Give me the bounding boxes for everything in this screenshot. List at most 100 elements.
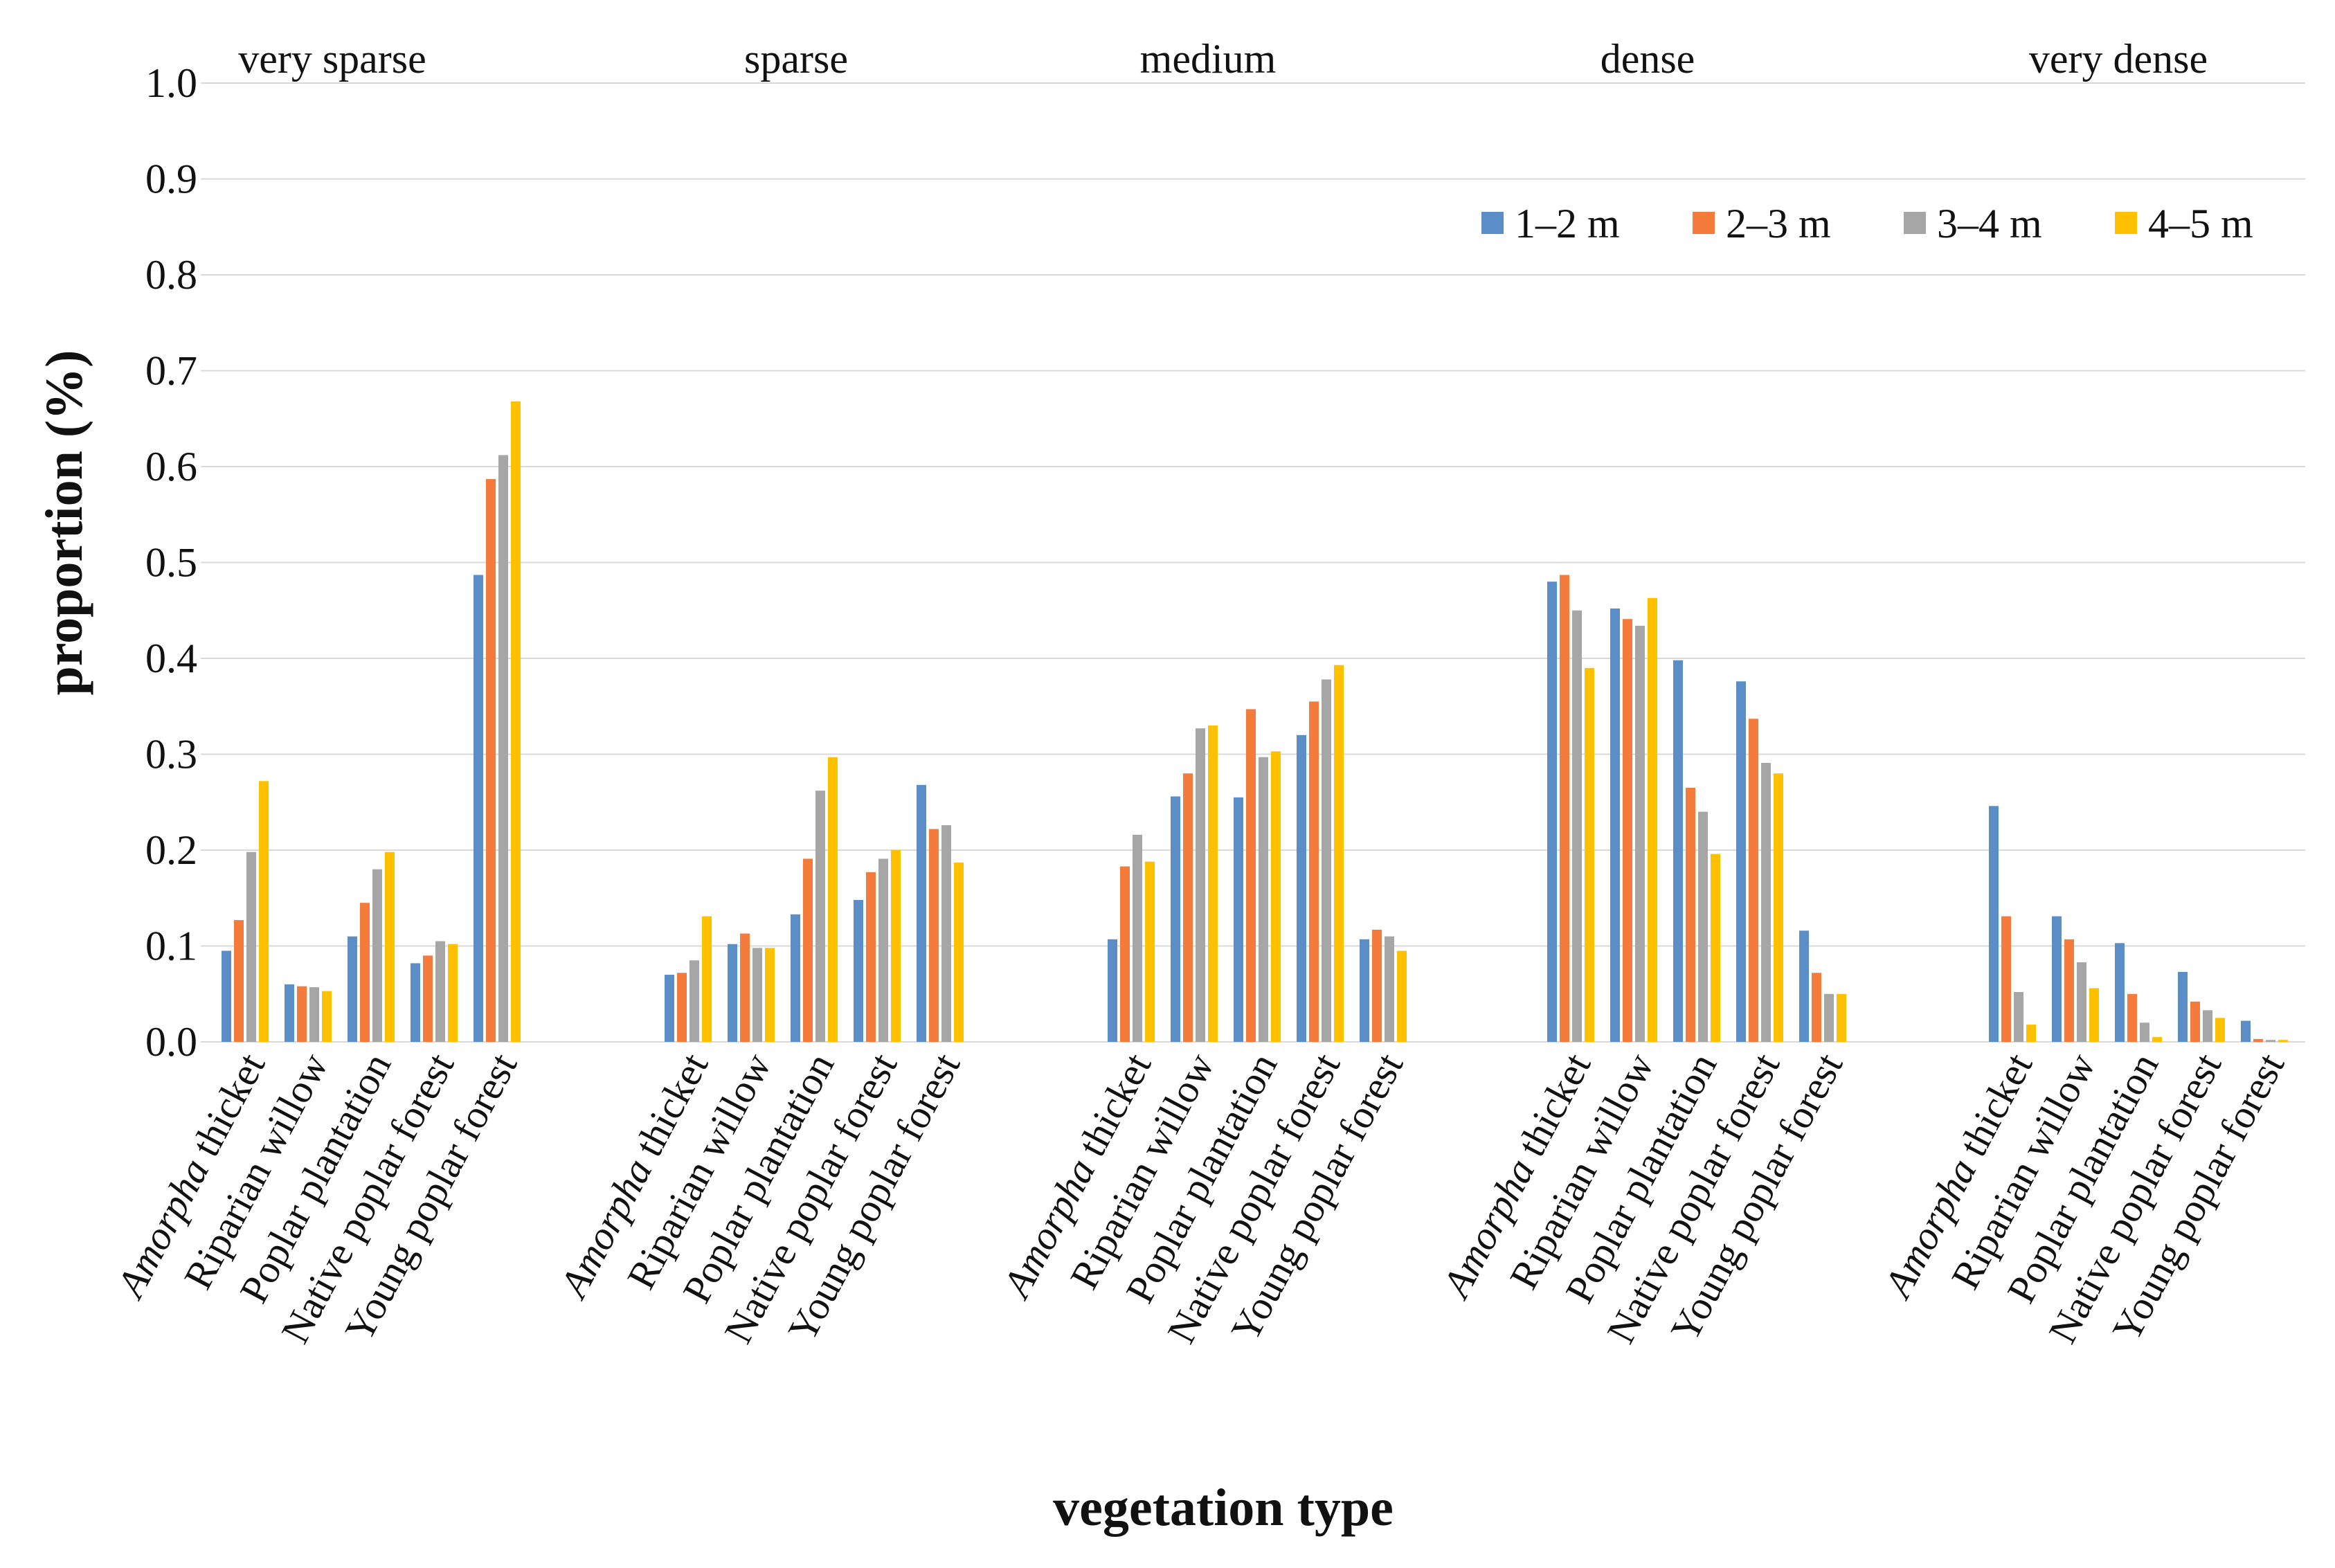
bar	[246, 851, 256, 1042]
y-tick-label: 0.0	[145, 1019, 197, 1065]
x-axis-title: vegetation type	[1053, 1479, 1394, 1537]
y-tick-label: 0.2	[145, 827, 197, 873]
bar	[791, 914, 800, 1042]
bar	[2140, 1022, 2149, 1042]
bar	[1171, 796, 1180, 1042]
bar	[2203, 1010, 2212, 1042]
group-labels: very sparse sparse medium dense very dense	[238, 36, 2208, 82]
legend-swatch	[1481, 212, 1504, 234]
bar	[2152, 1037, 2162, 1042]
bar	[815, 791, 825, 1042]
bar	[486, 479, 496, 1042]
bar	[740, 933, 750, 1042]
bar	[803, 858, 813, 1042]
bar	[1698, 811, 1708, 1042]
bar	[1673, 660, 1683, 1042]
bar	[1547, 582, 1557, 1042]
y-axis-title: proportion (%)	[35, 350, 93, 696]
bar	[1322, 679, 1331, 1042]
bar	[1686, 787, 1695, 1042]
bar	[385, 851, 395, 1042]
y-tick-label: 0.1	[145, 923, 197, 969]
legend-label: 1–2 m	[1515, 201, 1620, 246]
bar	[1837, 993, 1846, 1042]
bar	[2178, 971, 2188, 1042]
bar	[1133, 834, 1142, 1042]
bar	[1360, 939, 1369, 1042]
bar	[2241, 1020, 2251, 1042]
bar	[866, 872, 876, 1042]
bar	[1183, 773, 1193, 1042]
bar	[2266, 1040, 2275, 1042]
bar	[435, 941, 445, 1042]
bar	[1812, 973, 1821, 1042]
bar	[2077, 962, 2086, 1042]
bar	[498, 455, 508, 1042]
bar	[1560, 575, 1569, 1042]
bar	[1989, 806, 1999, 1042]
bar	[1585, 667, 1594, 1042]
bar	[1774, 773, 1783, 1042]
bar	[765, 948, 775, 1042]
bar	[941, 824, 951, 1042]
bar	[728, 944, 737, 1042]
bar	[689, 960, 699, 1042]
group-label: very dense	[2029, 36, 2208, 82]
bar	[854, 900, 863, 1042]
bar	[891, 850, 901, 1042]
legend-label: 3–4 m	[1937, 201, 2042, 246]
bar	[1145, 861, 1155, 1042]
bar	[2014, 991, 2023, 1042]
y-tick-label: 0.3	[145, 732, 197, 777]
group-label: dense	[1601, 36, 1695, 82]
bar	[1610, 608, 1620, 1042]
bar	[702, 916, 712, 1042]
bar	[1572, 610, 1582, 1042]
bar	[2253, 1038, 2263, 1042]
bar	[1799, 930, 1809, 1042]
group-label: sparse	[744, 36, 848, 82]
bar	[752, 948, 762, 1042]
legend-label: 4–5 m	[2148, 201, 2253, 246]
y-axis-ticks: 0.0 0.1 0.2 0.3 0.4 0.5 0.6 0.7 0.8 0.9 1.0	[145, 60, 197, 1065]
bar	[259, 781, 269, 1042]
bar	[297, 986, 307, 1042]
bar	[1824, 993, 1834, 1042]
bar	[1385, 936, 1394, 1042]
bar	[2026, 1025, 2036, 1042]
y-tick-label: 0.6	[145, 444, 197, 489]
gridlines	[201, 82, 2305, 1043]
group-label: medium	[1140, 36, 1277, 82]
y-tick-label: 1.0	[145, 60, 197, 106]
bar	[677, 973, 687, 1042]
bar	[448, 944, 458, 1042]
bars	[222, 401, 2288, 1042]
bar	[322, 991, 332, 1042]
bar	[1309, 701, 1319, 1042]
bar	[309, 987, 319, 1042]
bar	[1761, 762, 1771, 1042]
bar	[1736, 681, 1746, 1042]
bar	[474, 575, 483, 1042]
bar	[2278, 1040, 2288, 1042]
bar	[2190, 1001, 2200, 1042]
bar	[2052, 916, 2062, 1042]
bar	[372, 869, 382, 1042]
bar	[348, 936, 357, 1042]
bar	[917, 784, 926, 1042]
bar	[1749, 719, 1758, 1042]
bar	[1397, 950, 1407, 1042]
bar	[1196, 728, 1205, 1042]
bar	[511, 401, 521, 1042]
bar	[1635, 625, 1645, 1042]
legend-label: 2–3 m	[1726, 201, 1831, 246]
bar	[1108, 939, 1117, 1042]
bar	[1334, 665, 1344, 1042]
bar	[1208, 725, 1218, 1042]
group-label: very sparse	[238, 36, 426, 82]
bar	[1259, 757, 1268, 1042]
bar	[1711, 854, 1720, 1042]
